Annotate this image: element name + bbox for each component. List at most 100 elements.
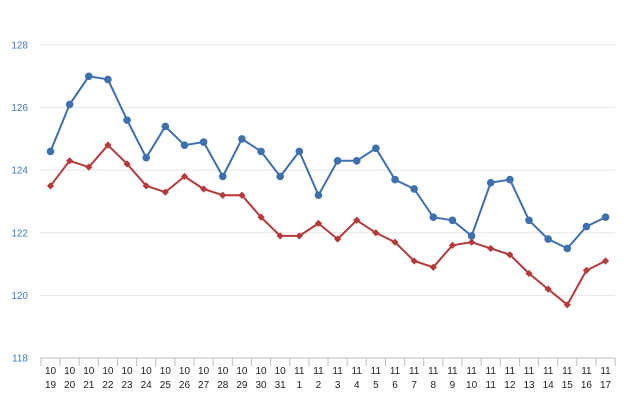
x-tick-label-month: 10 <box>275 366 287 377</box>
x-tick-label-day: 15 <box>562 380 574 391</box>
x-tick-label-month: 11 <box>486 366 497 377</box>
x-tick-label-day: 28 <box>217 380 229 391</box>
x-tick-label-month: 10 <box>83 366 95 377</box>
data-point <box>352 157 361 165</box>
x-tick-label-month: 11 <box>524 366 535 377</box>
data-point <box>218 172 227 181</box>
data-point <box>142 153 150 162</box>
x-tick-label-month: 10 <box>45 366 57 377</box>
x-tick-label-month: 11 <box>505 366 516 377</box>
x-tick-label-day: 4 <box>354 380 360 391</box>
x-tick-label-month: 11 <box>409 366 420 377</box>
x-tick-label-day: 3 <box>335 380 341 391</box>
x-tick-label-day: 19 <box>45 380 57 391</box>
x-tick-label-month: 10 <box>236 366 248 377</box>
y-tick-label: 122 <box>11 228 28 239</box>
series-2 <box>46 141 610 309</box>
data-point <box>276 172 284 181</box>
x-tick-label-day: 26 <box>179 380 191 391</box>
data-point <box>448 241 457 249</box>
data-point <box>601 213 610 221</box>
x-tick-label-day: 11 <box>486 380 497 391</box>
data-point <box>544 285 552 293</box>
data-point <box>487 244 495 253</box>
data-point <box>448 216 457 225</box>
y-tick-label: 118 <box>12 354 28 365</box>
x-tick-label-month: 11 <box>466 366 477 377</box>
data-point <box>46 182 55 190</box>
x-tick-label-day: 24 <box>141 380 153 391</box>
data-point <box>601 257 610 265</box>
data-point <box>353 216 361 224</box>
data-point <box>65 100 74 109</box>
data-point <box>391 238 399 246</box>
x-tick-label-month: 11 <box>428 366 439 377</box>
data-point <box>161 188 169 196</box>
data-point <box>142 182 150 190</box>
x-tick-label-day: 9 <box>450 380 456 391</box>
data-point <box>295 232 303 240</box>
x-tick-label-day: 30 <box>255 380 267 391</box>
data-point <box>467 238 476 246</box>
data-point <box>525 216 533 225</box>
x-tick-label-month: 10 <box>64 366 76 377</box>
data-point <box>104 75 112 84</box>
x-tick-label-month: 10 <box>255 366 267 377</box>
x-tick-label-month: 11 <box>294 366 305 377</box>
y-tick-label: 128 <box>11 41 28 52</box>
data-point <box>582 266 591 274</box>
data-point <box>295 147 304 156</box>
x-tick-label-day: 23 <box>121 380 133 391</box>
x-tick-label-month: 11 <box>352 366 363 377</box>
data-point <box>257 213 265 221</box>
x-tick-label-month: 10 <box>141 366 153 377</box>
data-point <box>123 160 131 168</box>
x-axis: 1019102010211022102310241025102610271028… <box>40 358 616 391</box>
x-tick-label-month: 10 <box>198 366 210 377</box>
x-tick-label-day: 14 <box>543 380 555 391</box>
data-point <box>180 141 189 149</box>
gridlines <box>40 44 615 359</box>
data-point <box>161 122 170 131</box>
data-point <box>46 147 55 156</box>
data-point <box>123 116 131 124</box>
data-point <box>544 235 552 243</box>
x-tick-label-day: 10 <box>466 380 478 391</box>
x-tick-label-day: 1 <box>297 380 303 391</box>
x-tick-label-month: 11 <box>447 366 458 377</box>
data-point <box>84 72 93 81</box>
x-tick-label-month: 11 <box>600 366 611 377</box>
data-point <box>372 229 380 237</box>
data-point <box>410 185 418 193</box>
data-point <box>314 191 323 200</box>
data-point <box>85 163 93 171</box>
data-point <box>334 235 342 243</box>
data-point <box>486 178 495 187</box>
data-point <box>199 138 208 146</box>
x-tick-label-day: 17 <box>600 380 612 391</box>
data-point <box>238 135 246 143</box>
x-tick-label-month: 10 <box>179 366 191 377</box>
data-point <box>467 232 476 240</box>
x-tick-label-month: 11 <box>313 366 324 377</box>
x-tick-label-day: 8 <box>431 380 437 391</box>
data-point <box>410 257 418 265</box>
data-point <box>372 144 380 153</box>
x-tick-label-day: 16 <box>581 380 593 391</box>
series-layer <box>46 72 610 309</box>
x-tick-label-month: 11 <box>562 366 573 377</box>
x-tick-label-month: 10 <box>217 366 229 377</box>
data-point <box>66 157 74 165</box>
data-point <box>333 157 342 165</box>
data-point <box>429 263 437 271</box>
data-point <box>506 251 514 259</box>
x-tick-label-day: 29 <box>236 380 248 391</box>
data-point <box>314 219 323 228</box>
data-point <box>525 269 533 278</box>
y-tick-label: 124 <box>11 166 28 177</box>
x-tick-label-month: 10 <box>160 366 172 377</box>
x-tick-label-month: 11 <box>390 366 401 377</box>
x-tick-label-day: 7 <box>411 380 417 391</box>
data-point <box>563 301 571 309</box>
